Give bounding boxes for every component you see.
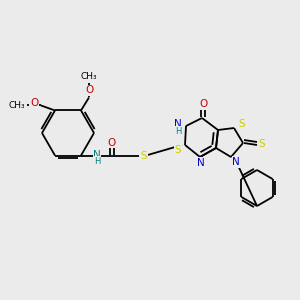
Text: S: S bbox=[239, 119, 245, 129]
Text: N: N bbox=[197, 158, 205, 168]
Text: CH₃: CH₃ bbox=[81, 72, 97, 81]
Text: S: S bbox=[141, 151, 147, 160]
Text: O: O bbox=[30, 98, 38, 109]
Text: O: O bbox=[199, 99, 207, 109]
Text: S: S bbox=[175, 145, 181, 155]
Text: H: H bbox=[94, 157, 100, 166]
Text: S: S bbox=[259, 139, 265, 149]
Text: N: N bbox=[232, 157, 240, 167]
Text: N: N bbox=[93, 149, 101, 160]
Text: O: O bbox=[108, 137, 116, 148]
Text: H: H bbox=[175, 127, 181, 136]
Text: CH₃: CH₃ bbox=[9, 101, 25, 110]
Text: N: N bbox=[174, 119, 182, 129]
Text: O: O bbox=[85, 85, 93, 95]
